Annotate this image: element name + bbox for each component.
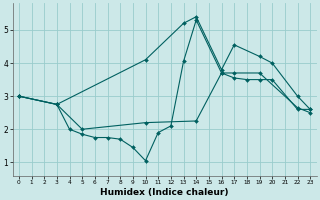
X-axis label: Humidex (Indice chaleur): Humidex (Indice chaleur) — [100, 188, 229, 197]
